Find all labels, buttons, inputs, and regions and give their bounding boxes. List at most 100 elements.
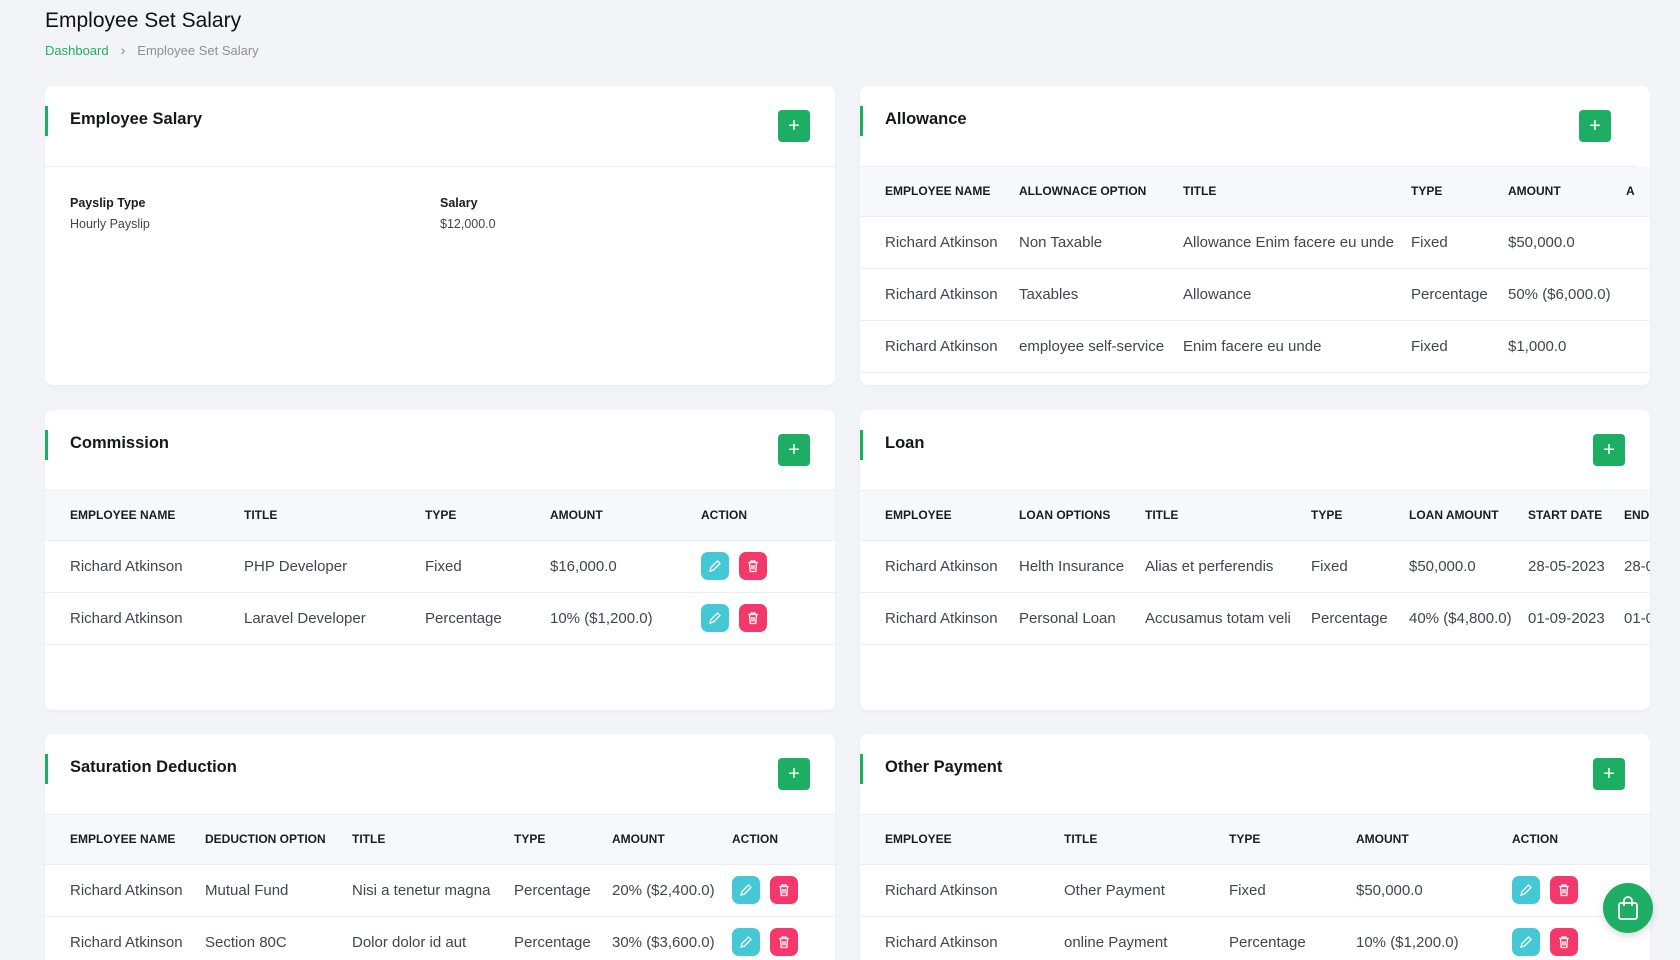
action-cell bbox=[701, 540, 835, 593]
column-header: Employee Name bbox=[45, 491, 244, 541]
table-cell: Fixed bbox=[425, 540, 550, 593]
accent-bar bbox=[860, 430, 863, 460]
table-cell: Percentage bbox=[514, 916, 612, 960]
breadcrumb-dashboard-link[interactable]: Dashboard bbox=[45, 42, 109, 58]
edit-button[interactable] bbox=[701, 604, 729, 632]
add-other-payment-button[interactable]: + bbox=[1593, 758, 1625, 790]
table-row: Richard Atkinson Taxables Allowance Percent… bbox=[860, 268, 1650, 321]
table-cell: Fixed bbox=[1411, 216, 1508, 269]
add-loan-button[interactable]: + bbox=[1593, 434, 1625, 466]
delete-button[interactable] bbox=[739, 604, 767, 632]
table-cell: Richard Atkinson bbox=[860, 916, 1064, 960]
allowance-card[interactable]: Allowance + Employee Name Allownace Optio… bbox=[860, 86, 1650, 385]
loan-table-scroll[interactable]: Employee Loan Options Title Type Loan Amount… bbox=[860, 491, 1650, 645]
table-cell: Enim facere eu unde bbox=[1183, 320, 1411, 373]
table-cell: 28-0 bbox=[1624, 540, 1650, 593]
table-cell: Mutual Fund bbox=[205, 864, 352, 917]
column-header: Title bbox=[244, 491, 425, 541]
plus-icon: + bbox=[1603, 763, 1615, 785]
edit-button[interactable] bbox=[701, 552, 729, 580]
table-cell: 10% ($1,200.0) bbox=[550, 592, 701, 645]
column-header: Title bbox=[1064, 815, 1229, 865]
column-header: Action bbox=[732, 815, 835, 865]
action-cell bbox=[1512, 916, 1650, 960]
trash-icon bbox=[748, 560, 758, 573]
table-row: Richard Atkinson Helth Insurance Alias et … bbox=[860, 540, 1650, 593]
table-cell: employee self-service bbox=[1019, 320, 1183, 373]
table-cell: 28-05-2023 bbox=[1528, 540, 1624, 593]
column-header: Employee Name bbox=[45, 815, 205, 865]
delete-button[interactable] bbox=[1550, 876, 1578, 904]
add-allowance-button[interactable]: + bbox=[1579, 110, 1611, 142]
column-header: Type bbox=[1229, 815, 1356, 865]
table-cell: 30% ($3,600.0) bbox=[612, 916, 732, 960]
delete-button[interactable] bbox=[770, 876, 798, 904]
delete-button[interactable] bbox=[770, 928, 798, 956]
card-header: Commission + bbox=[45, 410, 835, 491]
table-row: Richard Atkinson Laravel Developer Percent… bbox=[45, 592, 835, 645]
column-header: Loan Amount bbox=[1409, 491, 1528, 541]
table-cell bbox=[1626, 268, 1650, 321]
table-cell: $50,000.0 bbox=[1508, 216, 1626, 269]
plus-icon: + bbox=[1589, 115, 1601, 137]
table-cell: Richard Atkinson bbox=[45, 592, 244, 645]
column-header: Type bbox=[1411, 167, 1508, 217]
table-cell: Alias et perferendis bbox=[1145, 540, 1311, 593]
column-header: Employee bbox=[860, 491, 1019, 541]
card-title: Employee Salary bbox=[70, 110, 203, 128]
table-header-row: Employee Name Allownace Option Title Type Am… bbox=[860, 167, 1650, 217]
shopping-bag-button[interactable] bbox=[1603, 883, 1653, 933]
edit-button[interactable] bbox=[1512, 928, 1540, 956]
add-saturation-deduction-button[interactable]: + bbox=[778, 758, 810, 790]
delete-button[interactable] bbox=[1550, 928, 1578, 956]
table-row: Richard Atkinson Non Taxable Allowance Eni… bbox=[860, 216, 1650, 269]
trash-icon bbox=[779, 936, 789, 949]
table-header-row: Employee Name Title Type Amount Action bbox=[45, 491, 835, 541]
table-row: Richard Atkinson Other Payment Fixed $50,00… bbox=[860, 864, 1650, 917]
column-header: Amount bbox=[550, 491, 701, 541]
table-row: Richard Atkinson Section 80C Dolor dolor i… bbox=[45, 916, 835, 960]
table-cell: Accusamus totam veli bbox=[1145, 592, 1311, 645]
column-header: Loan Options bbox=[1019, 491, 1145, 541]
table-cell: Richard Atkinson bbox=[45, 916, 205, 960]
table-cell: Richard Atkinson bbox=[860, 216, 1019, 269]
trash-icon bbox=[1559, 936, 1569, 949]
loan-card: Loan + Employee Loan Options Title Type Loan… bbox=[860, 410, 1650, 710]
column-header: Type bbox=[425, 491, 550, 541]
card-header: Loan + bbox=[860, 410, 1650, 491]
column-header: Employee Name bbox=[860, 167, 1019, 217]
add-commission-button[interactable]: + bbox=[778, 434, 810, 466]
payslip-type-value: Hourly Payslip bbox=[70, 217, 150, 231]
table-cell: 01-09-2023 bbox=[1528, 592, 1624, 645]
table-cell: Helth Insurance bbox=[1019, 540, 1145, 593]
table-cell: Percentage bbox=[425, 592, 550, 645]
saturation-deduction-table: Employee Name Deduction Option Title Type Am… bbox=[45, 815, 835, 960]
employee-salary-card: Employee Salary + Payslip Type Hourly Pa… bbox=[45, 86, 835, 385]
accent-bar bbox=[45, 430, 48, 460]
card-header: Saturation Deduction + bbox=[45, 734, 835, 815]
allowance-table: Employee Name Allownace Option Title Type Am… bbox=[860, 167, 1650, 373]
table-cell: Nisi a tenetur magna bbox=[352, 864, 514, 917]
accent-bar bbox=[860, 754, 863, 784]
card-header: Other Payment + bbox=[860, 734, 1650, 815]
delete-button[interactable] bbox=[739, 552, 767, 580]
action-cell bbox=[732, 916, 835, 960]
card-title: Allowance bbox=[885, 110, 967, 128]
commission-table: Employee Name Title Type Amount Action Richar… bbox=[45, 491, 835, 645]
edit-button[interactable] bbox=[732, 928, 760, 956]
salary-field: Salary $12,000.0 bbox=[440, 196, 496, 231]
add-employee-salary-button[interactable]: + bbox=[778, 110, 810, 142]
edit-button[interactable] bbox=[1512, 876, 1540, 904]
shopping-bag-icon bbox=[1618, 896, 1638, 920]
table-row: Richard Atkinson Mutual Fund Nisi a tenetu… bbox=[45, 864, 835, 917]
table-cell: Percentage bbox=[514, 864, 612, 917]
table-cell: Laravel Developer bbox=[244, 592, 425, 645]
table-cell: Non Taxable bbox=[1019, 216, 1183, 269]
column-header: Allownace Option bbox=[1019, 167, 1183, 217]
trash-icon bbox=[779, 884, 789, 897]
edit-button[interactable] bbox=[732, 876, 760, 904]
chevron-right-icon: › bbox=[120, 42, 126, 58]
plus-icon: + bbox=[788, 439, 800, 461]
table-cell: online Payment bbox=[1064, 916, 1229, 960]
salary-value: $12,000.0 bbox=[440, 217, 496, 231]
